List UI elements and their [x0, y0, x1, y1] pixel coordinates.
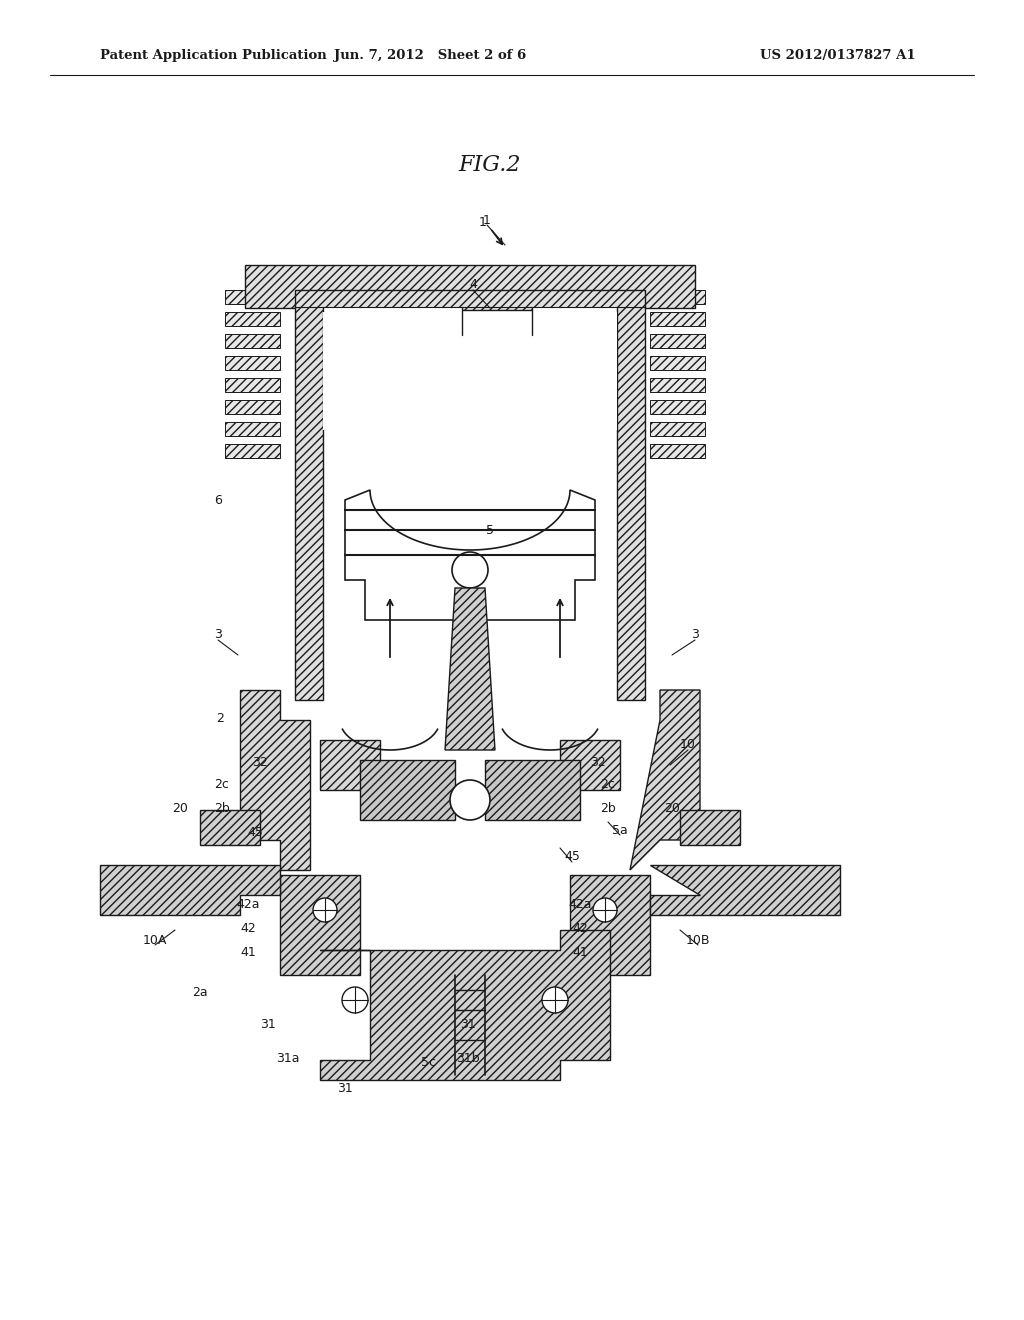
- Bar: [650, 378, 705, 392]
- Text: 31: 31: [260, 1019, 275, 1031]
- Polygon shape: [650, 865, 840, 915]
- Text: 20: 20: [172, 801, 188, 814]
- Polygon shape: [295, 290, 323, 700]
- Text: 31a: 31a: [276, 1052, 300, 1064]
- Bar: [650, 400, 705, 414]
- Text: 1: 1: [483, 214, 490, 227]
- Bar: [225, 334, 280, 348]
- Text: 42: 42: [572, 921, 588, 935]
- Bar: [225, 378, 280, 392]
- Polygon shape: [345, 490, 595, 620]
- Bar: [225, 290, 280, 304]
- Bar: [280, 875, 360, 975]
- Bar: [570, 875, 650, 975]
- Text: 45: 45: [564, 850, 580, 863]
- Text: 3: 3: [691, 628, 699, 642]
- Text: 2b: 2b: [600, 801, 615, 814]
- Bar: [290, 285, 650, 308]
- Text: 5a: 5a: [612, 824, 628, 837]
- Polygon shape: [323, 312, 617, 430]
- Text: US 2012/0137827 A1: US 2012/0137827 A1: [760, 49, 915, 62]
- Bar: [225, 312, 280, 326]
- Bar: [650, 290, 705, 304]
- Bar: [650, 444, 705, 458]
- Text: 31: 31: [337, 1081, 353, 1094]
- Bar: [650, 312, 705, 326]
- Text: 42: 42: [240, 921, 256, 935]
- Text: 45: 45: [247, 825, 263, 838]
- Text: FIG.2: FIG.2: [459, 154, 521, 176]
- Polygon shape: [360, 760, 455, 820]
- Circle shape: [313, 898, 337, 921]
- Bar: [650, 422, 705, 436]
- Polygon shape: [630, 690, 700, 870]
- Circle shape: [593, 898, 617, 921]
- Polygon shape: [245, 265, 695, 308]
- Bar: [225, 422, 280, 436]
- Circle shape: [452, 552, 488, 587]
- Text: 2a: 2a: [193, 986, 208, 998]
- Polygon shape: [485, 760, 580, 820]
- Text: 3: 3: [214, 628, 222, 642]
- Text: 5c: 5c: [421, 1056, 435, 1068]
- Text: 4: 4: [469, 279, 477, 292]
- Bar: [680, 810, 740, 845]
- Text: 10A: 10A: [142, 933, 167, 946]
- Text: 1: 1: [479, 215, 487, 228]
- Text: 42a: 42a: [568, 899, 592, 912]
- Text: Patent Application Publication: Patent Application Publication: [100, 49, 327, 62]
- Bar: [225, 356, 280, 370]
- Polygon shape: [617, 290, 645, 700]
- Bar: [319, 741, 380, 789]
- Bar: [225, 400, 280, 414]
- Text: 20: 20: [664, 801, 680, 814]
- Text: Jun. 7, 2012   Sheet 2 of 6: Jun. 7, 2012 Sheet 2 of 6: [334, 49, 526, 62]
- Circle shape: [342, 987, 368, 1012]
- Bar: [560, 741, 620, 789]
- Bar: [200, 810, 260, 845]
- Text: 32: 32: [252, 755, 268, 768]
- Text: 5: 5: [486, 524, 494, 536]
- Text: 2c: 2c: [215, 779, 229, 792]
- Text: 2b: 2b: [214, 801, 229, 814]
- Text: 6: 6: [214, 494, 222, 507]
- Text: 31: 31: [460, 1019, 476, 1031]
- Text: 31b: 31b: [456, 1052, 480, 1064]
- Bar: [462, 285, 532, 310]
- Text: 10B: 10B: [686, 933, 711, 946]
- Bar: [225, 444, 280, 458]
- Text: 32: 32: [590, 755, 606, 768]
- Text: 42a: 42a: [237, 899, 260, 912]
- Bar: [650, 356, 705, 370]
- Circle shape: [450, 780, 490, 820]
- Text: 2c: 2c: [600, 779, 615, 792]
- Polygon shape: [319, 931, 610, 1080]
- Polygon shape: [240, 690, 310, 870]
- Text: 2: 2: [216, 711, 224, 725]
- Text: 41: 41: [572, 945, 588, 958]
- Bar: [650, 334, 705, 348]
- Circle shape: [542, 987, 568, 1012]
- Polygon shape: [100, 865, 280, 915]
- Polygon shape: [445, 587, 495, 750]
- Text: 10: 10: [680, 738, 696, 751]
- Text: 41: 41: [240, 945, 256, 958]
